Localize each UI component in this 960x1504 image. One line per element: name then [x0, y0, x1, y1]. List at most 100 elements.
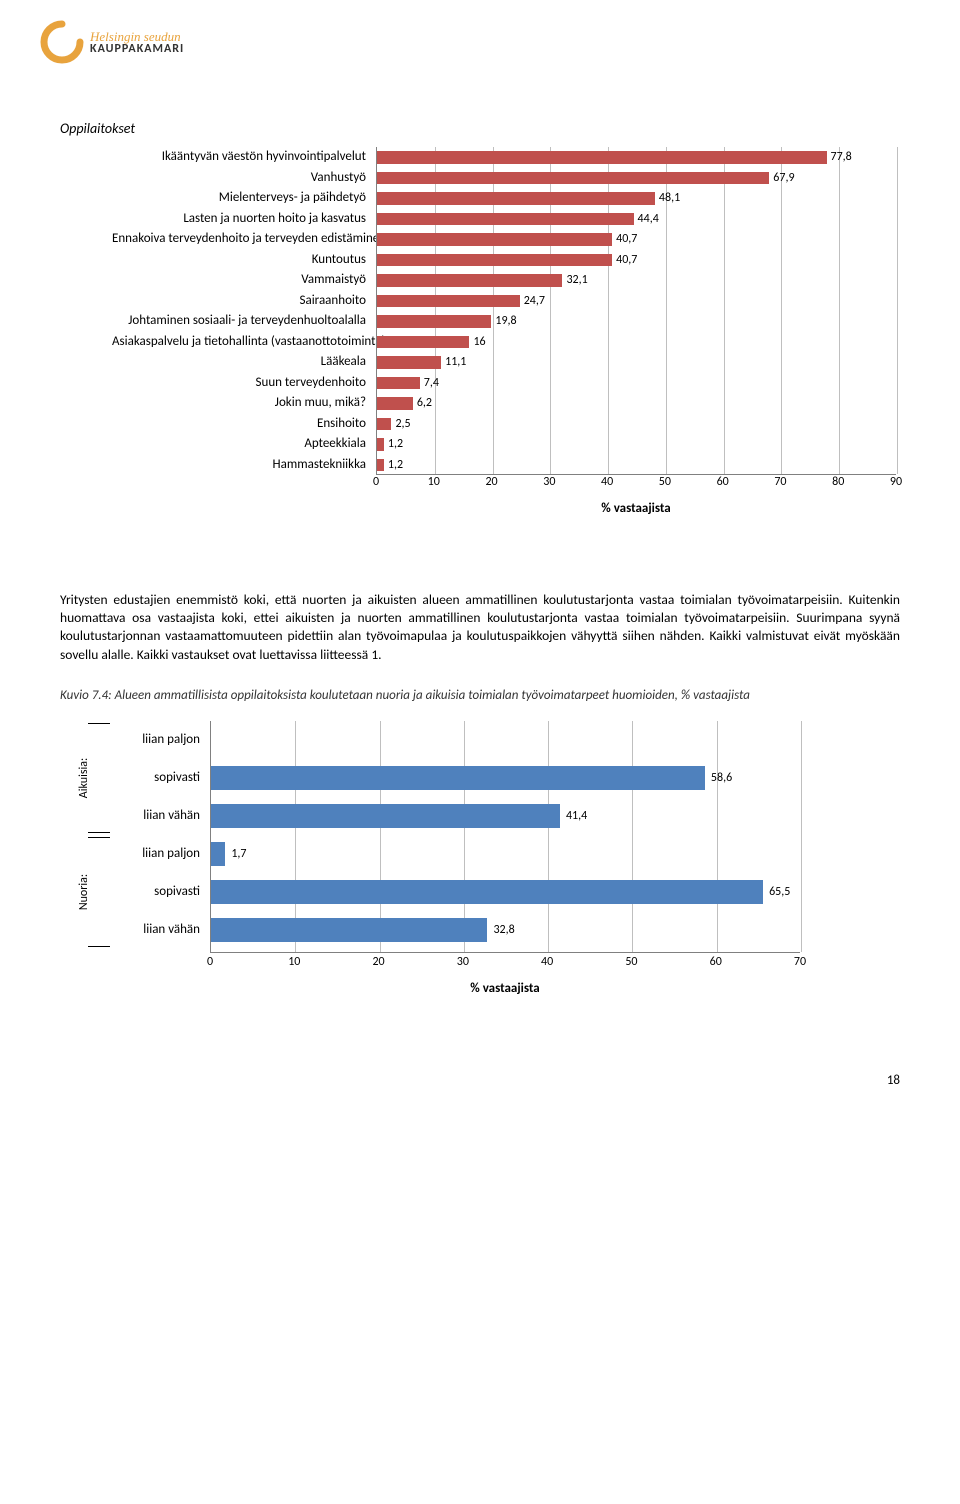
- chart2-group: Nuoria:: [88, 837, 110, 947]
- logo-text: Helsingin seudun KAUPPAKAMARI: [90, 30, 184, 55]
- chart1-xtick: 90: [890, 475, 902, 489]
- chart1-bar: [377, 233, 612, 246]
- chart1-value-label: 11,1: [441, 352, 466, 373]
- chart1-category: Vammaistyö: [112, 270, 372, 291]
- chart2-bar: [211, 918, 487, 942]
- chart1-category: Kuntoutus: [112, 250, 372, 271]
- chart2-xtick: 60: [710, 955, 722, 969]
- chart2-row: 1,7: [211, 835, 800, 873]
- logo-line2: KAUPPAKAMARI: [90, 43, 184, 55]
- chart2-bar: [211, 842, 225, 866]
- chart1-xlabel: % vastaajista: [376, 501, 896, 516]
- chart1-xtick: 60: [717, 475, 729, 489]
- chart1-bar: [377, 315, 491, 328]
- chart2-value-label: 58,6: [705, 759, 732, 797]
- chart2-xtick: 30: [457, 955, 469, 969]
- chart1-row: 44,4: [377, 209, 896, 230]
- chart2-group-label: Nuoria:: [77, 874, 91, 910]
- chart2-value-label: 32,8: [487, 911, 514, 949]
- chart1-category: Mielenterveys- ja päihdetyö: [112, 188, 372, 209]
- chart1-xtick: 80: [832, 475, 844, 489]
- chart1-value-label: 48,1: [655, 188, 680, 209]
- chart1-row: 11,1: [377, 352, 896, 373]
- chart1-row: 24,7: [377, 291, 896, 312]
- chart1-bar: [377, 151, 827, 164]
- chart1-bar: [377, 418, 391, 431]
- chart2-category: liian paljon: [114, 835, 206, 873]
- chart2-category: liian paljon: [114, 721, 206, 759]
- chart2-category: liian vähän: [114, 797, 206, 835]
- chart1-value-label: 67,9: [769, 168, 794, 189]
- chart2-row: 58,6: [211, 759, 800, 797]
- chart1-xtick: 0: [373, 475, 379, 489]
- chart2-row: 32,8: [211, 911, 800, 949]
- logo-line1: Helsingin seudun: [90, 30, 184, 43]
- chart1-category: Ikääntyvän väestön hyvinvointipalvelut: [112, 147, 372, 168]
- chart1-category: Lasten ja nuorten hoito ja kasvatus: [112, 209, 372, 230]
- chart2-xtick: 0: [207, 955, 213, 969]
- chart1-row: 40,7: [377, 229, 896, 250]
- chart1-row: 1,2: [377, 434, 896, 455]
- chart1-bar: [377, 397, 413, 410]
- chart2-group: Aikuisia:: [88, 723, 110, 833]
- chart2-bar: [211, 804, 560, 828]
- chart1-xtick: 30: [543, 475, 555, 489]
- chart1-category: Lääkeala: [112, 352, 372, 373]
- chart1-category: Hammastekniikka: [112, 455, 372, 476]
- chart2-value-label: 41,4: [560, 797, 587, 835]
- chart1-bar: [377, 438, 384, 451]
- chart1-category: Jokin muu, mikä?: [112, 393, 372, 414]
- chart1-bar: [377, 192, 655, 205]
- chart1-category: Ensihoito: [112, 414, 372, 435]
- chart2-bar: [211, 880, 763, 904]
- chart1-row: 16: [377, 332, 896, 353]
- chart2-row: 41,4: [211, 797, 800, 835]
- chart2-xlabel: % vastaajista: [210, 981, 800, 996]
- chart2-row: [211, 721, 800, 759]
- chart1-value-label: 1,2: [384, 434, 403, 455]
- chart2-bar: [211, 766, 705, 790]
- chart2-caption: Kuvio 7.4: Alueen ammatillisista oppilai…: [60, 688, 900, 703]
- body-paragraph: Yritysten edustajien enemmistö koki, ett…: [60, 591, 900, 664]
- chart1-value-label: 6,2: [413, 393, 432, 414]
- chart1-xtick: 20: [485, 475, 497, 489]
- chart1-gridline: [897, 147, 898, 474]
- chart1-value-label: 24,7: [520, 291, 545, 312]
- chart1-value-label: 16: [469, 332, 485, 353]
- chart1-bar: [377, 172, 769, 185]
- chart2-xtick: 40: [541, 955, 553, 969]
- chart1-value-label: 2,5: [391, 414, 410, 435]
- chart2-row: 65,5: [211, 873, 800, 911]
- chart1-value-label: 44,4: [634, 209, 659, 230]
- chart1-bar: [377, 213, 634, 226]
- chart1-row: 48,1: [377, 188, 896, 209]
- chart1-row: 2,5: [377, 414, 896, 435]
- chart1-category: Johtaminen sosiaali- ja terveydenhuoltoa…: [112, 311, 372, 332]
- chart1-value-label: 40,7: [612, 250, 637, 271]
- chart1-bar: [377, 356, 441, 369]
- chart2-gridline: [801, 721, 802, 952]
- chart1-category: Suun terveydenhoito: [112, 373, 372, 394]
- chart1-category: Vanhustyö: [112, 168, 372, 189]
- chart1-category: Sairaanhoito: [112, 291, 372, 312]
- chart1-category: Ennakoiva terveydenhoito ja terveyden ed…: [112, 229, 372, 250]
- chart2-xtick: 20: [372, 955, 384, 969]
- chart1: Ikääntyvän väestön hyvinvointipalvelutVa…: [112, 143, 900, 563]
- chart2-category: liian vähän: [114, 911, 206, 949]
- chart1-row: 6,2: [377, 393, 896, 414]
- chart1-value-label: 7,4: [420, 373, 439, 394]
- chart2-category: sopivasti: [114, 759, 206, 797]
- chart1-xtick: 40: [601, 475, 613, 489]
- chart2: Aikuisia:Nuoria: liian paljonsopivastili…: [88, 717, 900, 1047]
- chart1-xtick: 70: [774, 475, 786, 489]
- chart1-row: 40,7: [377, 250, 896, 271]
- chart1-value-label: 40,7: [612, 229, 637, 250]
- chart1-row: 67,9: [377, 168, 896, 189]
- chart1-category: Asiakaspalvelu ja tietohallinta (vastaan…: [112, 332, 372, 353]
- chart1-value-label: 32,1: [562, 270, 587, 291]
- chart1-row: 19,8: [377, 311, 896, 332]
- chart1-row: 7,4: [377, 373, 896, 394]
- chart1-xtick: 50: [659, 475, 671, 489]
- logo: Helsingin seudun KAUPPAKAMARI: [40, 20, 184, 64]
- chart1-value-label: 19,8: [491, 311, 516, 332]
